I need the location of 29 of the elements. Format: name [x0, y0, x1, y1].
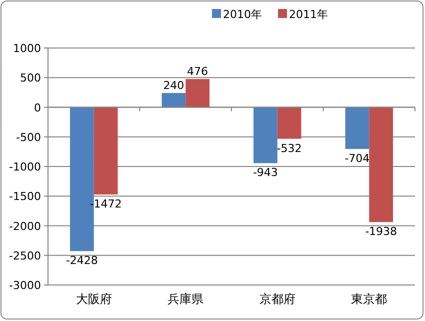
y-tick-label: -500: [16, 130, 41, 144]
bar: [345, 107, 370, 149]
y-tick-label: -1000: [9, 160, 41, 174]
y-tick-label: -2500: [9, 249, 41, 262]
bar: [162, 93, 186, 108]
bar: [254, 107, 278, 164]
data-label: 240: [163, 79, 184, 92]
data-label: -943: [252, 166, 278, 180]
bar: [369, 107, 393, 222]
legend-label: 2011年: [289, 8, 328, 21]
legend-label: 2010年: [223, 8, 262, 21]
bar: [186, 79, 210, 108]
data-label: -532: [276, 142, 302, 155]
y-tick-label: -3000: [9, 279, 41, 292]
data-label: -1938: [365, 225, 398, 238]
y-tick-label: 0: [34, 101, 41, 114]
bar: [94, 107, 118, 194]
x-tick-label: 東京都: [351, 292, 388, 306]
y-tick-label: -2000: [9, 220, 41, 233]
y-tick-label: 1000: [13, 42, 41, 55]
data-label: 476: [187, 65, 208, 78]
bar: [277, 107, 302, 139]
x-tick-label: 兵庫県: [168, 292, 204, 306]
data-label: -2428: [66, 254, 98, 268]
x-tick-label: 大阪府: [76, 292, 112, 306]
y-tick-label: 500: [20, 72, 41, 85]
x-tick-label: 京都府: [259, 292, 296, 306]
y-tick-label: -1500: [9, 190, 41, 204]
data-label: -704: [344, 152, 370, 165]
